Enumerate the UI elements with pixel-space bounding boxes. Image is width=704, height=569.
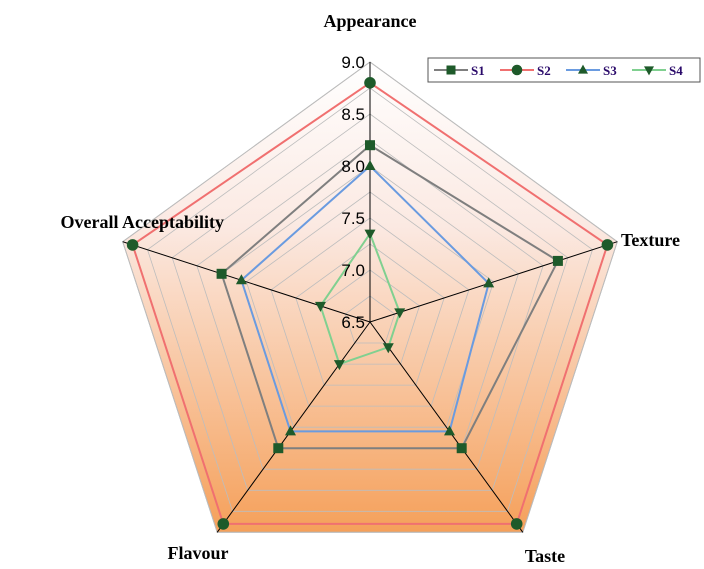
data-point-triangle-up [235, 274, 247, 285]
data-point-triangle-up [483, 277, 495, 288]
data-point-circle [510, 518, 523, 530]
data-point-square [446, 65, 456, 75]
tick-label: 7.0 [341, 261, 365, 280]
data-point-circle [364, 77, 376, 89]
tick-label: 8.0 [341, 157, 365, 176]
grid-ring [344, 295, 396, 344]
data-point-triangle-down [333, 360, 345, 371]
axis-spoke [369, 321, 524, 533]
data-point-square [552, 255, 563, 266]
tick-label: 7.5 [341, 209, 365, 228]
legend-box [427, 57, 701, 83]
axis-spoke [216, 321, 371, 533]
tick-label: 9.0 [341, 53, 365, 72]
grid-ring [196, 139, 544, 470]
data-point-circle [601, 239, 614, 251]
data-point-triangle-down [364, 229, 376, 240]
axis-label-appearance: Appearance [324, 11, 417, 31]
data-point-triangle-down [644, 66, 654, 76]
series-line-s1 [220, 143, 560, 450]
legend-label-s1: S1 [471, 63, 485, 78]
grid-ring [147, 87, 593, 512]
data-point-circle [511, 64, 523, 76]
grid-ring [295, 243, 445, 386]
data-point-square [456, 443, 467, 454]
legend-label-s3: S3 [603, 63, 617, 78]
grid-ring [320, 269, 420, 365]
data-point-circle [126, 239, 139, 251]
axis-label-taste: Taste [525, 546, 565, 566]
grid-ring [171, 113, 569, 491]
axis-spoke [369, 241, 618, 323]
axis-label-texture: Texture [621, 230, 680, 250]
series-line-s4 [319, 231, 401, 366]
data-point-triangle-up [364, 160, 376, 170]
data-point-square [365, 140, 375, 151]
legend-label-s4: S4 [669, 63, 683, 78]
data-point-triangle-up [285, 425, 296, 436]
tick-label: 6.5 [341, 313, 365, 332]
data-point-square [216, 268, 227, 279]
series-line-s2 [131, 81, 609, 525]
data-point-triangle-down [394, 308, 406, 319]
data-point-circle [217, 518, 230, 530]
data-point-square [273, 443, 284, 454]
grid-ring [122, 61, 618, 533]
data-point-triangle-down [315, 301, 326, 312]
axis-label-overall-acceptability: Overall Acceptability [61, 212, 224, 232]
legend-label-s2: S2 [537, 63, 551, 78]
series-line-s3 [240, 164, 490, 433]
axis-label-flavour: Flavour [168, 543, 229, 563]
data-point-triangle-down [382, 343, 394, 354]
data-point-triangle-up [444, 425, 455, 436]
tick-label: 8.5 [341, 105, 365, 124]
grid-ring [270, 217, 470, 407]
axis-spoke [122, 241, 371, 323]
data-point-triangle-up [578, 64, 588, 74]
